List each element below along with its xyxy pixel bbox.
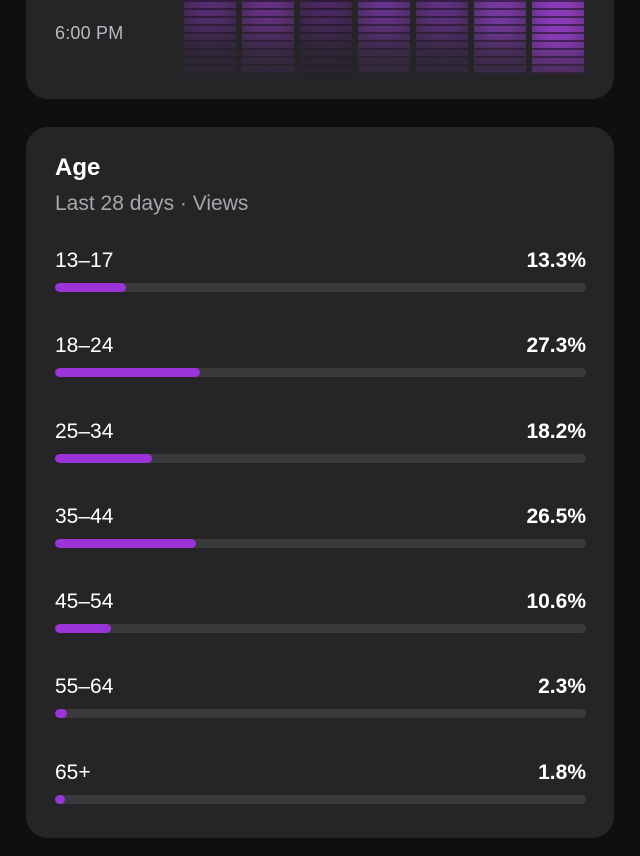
age-row-18-24: 18–24 27.3% — [55, 334, 586, 394]
age-bar-fill — [55, 368, 200, 377]
age-range-label: 18–24 — [55, 334, 114, 357]
age-card: Age Last 28 days · Views 13–17 13.3% 18–… — [26, 127, 614, 838]
age-percent: 10.6% — [526, 590, 586, 613]
age-range-label: 13–17 — [55, 249, 114, 272]
age-bar-track — [55, 709, 586, 718]
age-subtitle: Last 28 days · Views — [55, 192, 249, 215]
activity-heatmap — [184, 0, 586, 74]
age-bar-fill — [55, 709, 68, 718]
age-bar-track — [55, 283, 586, 292]
age-range-label: 25–34 — [55, 420, 114, 443]
age-bar-fill — [55, 795, 65, 804]
heatmap-column — [184, 0, 236, 74]
heatmap-column — [242, 0, 294, 74]
age-bar-track — [55, 454, 586, 463]
age-percent: 27.3% — [526, 334, 586, 357]
age-bar-track — [55, 539, 586, 548]
age-percent: 18.2% — [526, 420, 586, 443]
heatmap-column — [358, 0, 410, 74]
heatmap-column — [416, 0, 468, 74]
age-bar-fill — [55, 539, 196, 548]
age-range-label: 35–44 — [55, 505, 114, 528]
age-bar-track — [55, 368, 586, 377]
heatmap-column — [532, 0, 584, 74]
age-row-35-44: 35–44 26.5% — [55, 505, 586, 565]
age-percent: 13.3% — [526, 249, 586, 272]
age-percent: 26.5% — [526, 505, 586, 528]
age-row-55-64: 55–64 2.3% — [55, 675, 586, 735]
time-label: 6:00 PM — [55, 23, 124, 43]
age-bar-track — [55, 624, 586, 633]
age-bar-fill — [55, 454, 152, 463]
age-percent: 1.8% — [538, 761, 586, 784]
heatmap-column — [300, 0, 352, 74]
heatmap-column — [474, 0, 526, 74]
age-row-13-17: 13–17 13.3% — [55, 249, 586, 309]
age-percent: 2.3% — [538, 675, 586, 698]
activity-card: 6:00 PM — [26, 0, 614, 99]
age-range-label: 65+ — [55, 761, 91, 784]
age-row-65-plus: 65+ 1.8% — [55, 761, 586, 821]
age-range-label: 45–54 — [55, 590, 114, 613]
age-range-label: 55–64 — [55, 675, 114, 698]
age-title: Age — [55, 154, 101, 181]
age-row-25-34: 25–34 18.2% — [55, 420, 586, 480]
age-bar-track — [55, 795, 586, 804]
age-bar-fill — [55, 624, 112, 633]
age-row-45-54: 45–54 10.6% — [55, 590, 586, 650]
age-bar-fill — [55, 283, 126, 292]
